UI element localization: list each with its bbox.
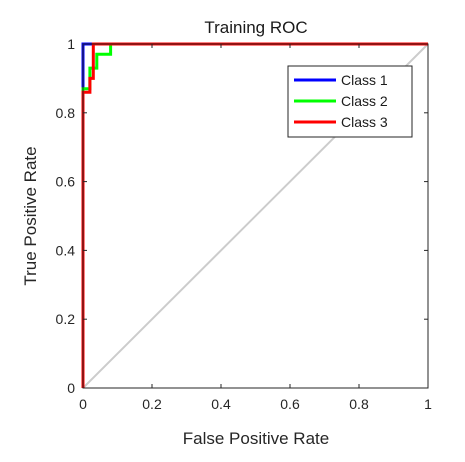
legend: Class 1 Class 2 Class 3 (287, 65, 413, 138)
axes-box (82, 43, 429, 389)
y-tick-label: 1 (67, 36, 75, 52)
legend-entry-label: Class 1 (341, 72, 388, 88)
x-axis-title: False Positive Rate (183, 429, 329, 448)
y-tick-label: 0.8 (56, 105, 76, 121)
x-tick-label: 0.2 (142, 396, 162, 412)
x-tick-label: 1 (424, 396, 432, 412)
y-tick-label: 0.2 (56, 311, 76, 327)
x-tick-label: 0.6 (280, 396, 300, 412)
x-tick-label: 0 (79, 396, 87, 412)
legend-entry-label: Class 3 (341, 114, 388, 130)
legend-entry-label: Class 2 (341, 93, 388, 109)
chart-title: Training ROC (204, 18, 307, 37)
y-axis-title: True Positive Rate (21, 146, 40, 285)
y-tick-label: 0 (67, 380, 75, 396)
y-tick-label: 0.4 (56, 242, 76, 258)
x-tick-label: 0.8 (349, 396, 369, 412)
x-tick-label: 0.4 (211, 396, 231, 412)
series-line-class-2 (81, 42, 428, 388)
y-tick-label: 0.6 (56, 174, 76, 190)
